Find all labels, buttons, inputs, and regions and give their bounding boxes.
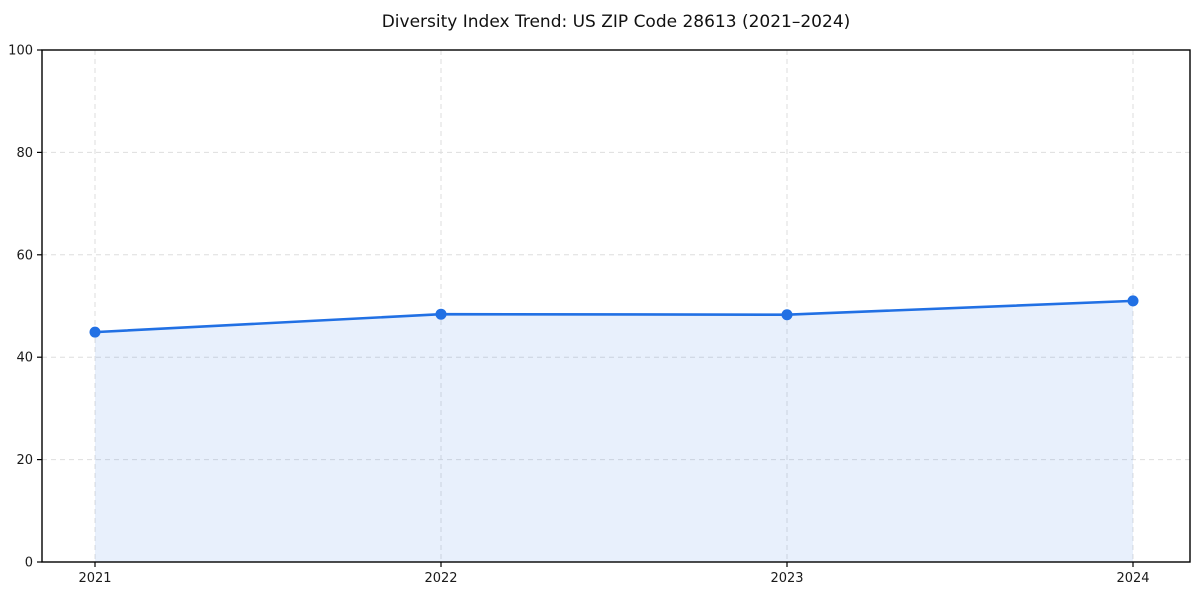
x-tick-label: 2021 <box>78 571 111 586</box>
data-point-marker <box>89 326 101 338</box>
x-tick-label: 2024 <box>1116 571 1149 586</box>
y-tick-label: 20 <box>16 453 33 468</box>
trend-line <box>93 299 1135 334</box>
y-tick-label: 0 <box>25 556 33 571</box>
data-point-marker <box>781 309 793 321</box>
data-point-marker <box>435 308 447 320</box>
data-point-marker <box>1127 295 1139 307</box>
chart-title: Diversity Index Trend: US ZIP Code 28613… <box>381 12 851 32</box>
area-fill <box>95 300 1133 562</box>
x-tick-label: 2023 <box>770 571 803 586</box>
y-tick-label: 100 <box>8 44 33 59</box>
y-tick-label: 80 <box>16 146 33 161</box>
plot-frame <box>41 49 1191 563</box>
x-tick-label: 2022 <box>424 571 457 586</box>
y-tick-label: 60 <box>16 248 33 263</box>
y-tick-label: 40 <box>16 351 33 366</box>
